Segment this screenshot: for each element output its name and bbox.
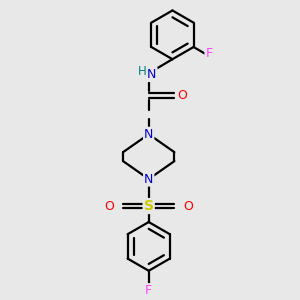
- Text: O: O: [177, 89, 187, 102]
- Text: N: N: [144, 172, 153, 186]
- Text: F: F: [206, 47, 213, 60]
- Text: O: O: [105, 200, 115, 212]
- Text: N: N: [144, 128, 153, 141]
- Text: N: N: [147, 68, 157, 81]
- Text: S: S: [144, 199, 154, 213]
- Text: H: H: [138, 65, 147, 78]
- Text: O: O: [183, 200, 193, 212]
- Text: F: F: [145, 284, 152, 297]
